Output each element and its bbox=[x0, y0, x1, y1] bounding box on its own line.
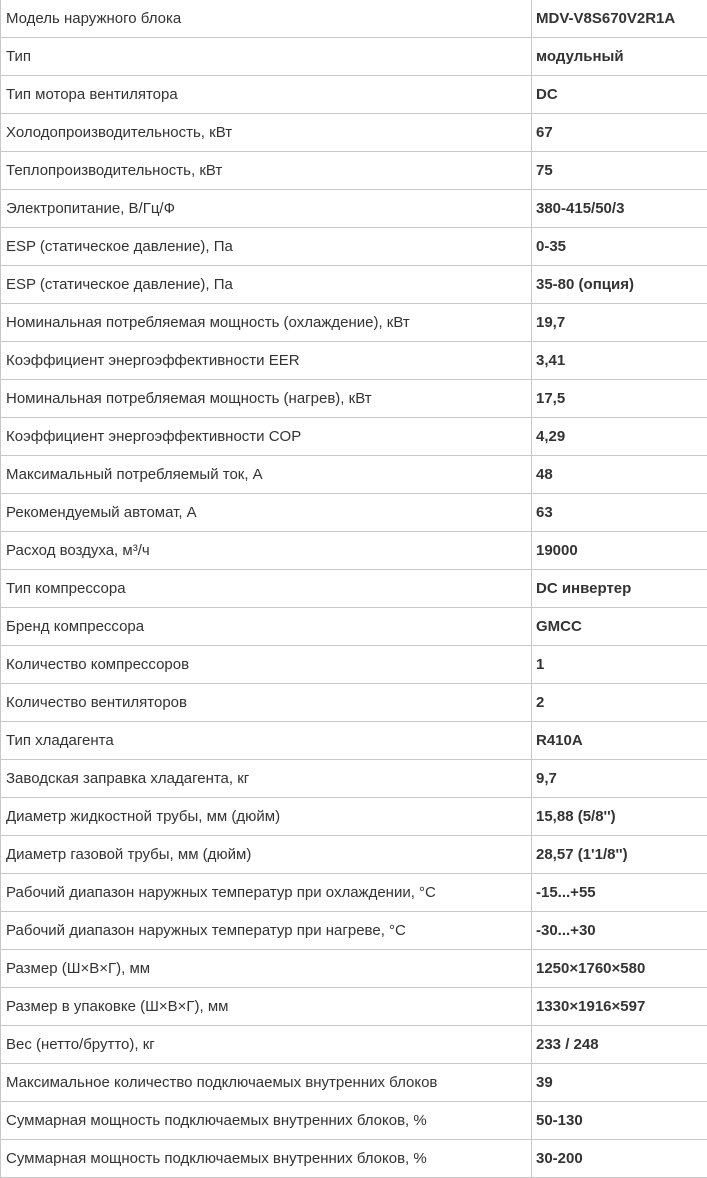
spec-value: 1330×1916×597 bbox=[532, 988, 707, 1026]
table-row: Максимальное количество подключаемых вну… bbox=[1, 1064, 707, 1102]
spec-value: -30...+30 bbox=[532, 912, 707, 950]
table-row: Диаметр жидкостной трубы, мм (дюйм)15,88… bbox=[1, 798, 707, 836]
spec-label: Рабочий диапазон наружных температур при… bbox=[1, 874, 532, 912]
spec-value: 48 bbox=[532, 456, 707, 494]
spec-value: 50-130 bbox=[532, 1102, 707, 1140]
spec-value: 3,41 bbox=[532, 342, 707, 380]
spec-value: 75 bbox=[532, 152, 707, 190]
spec-label: Расход воздуха, м³/ч bbox=[1, 532, 532, 570]
spec-value: -15...+55 bbox=[532, 874, 707, 912]
table-row: Суммарная мощность подключаемых внутренн… bbox=[1, 1140, 707, 1178]
spec-value: 1 bbox=[532, 646, 707, 684]
spec-value: MDV-V8S670V2R1A bbox=[532, 0, 707, 38]
spec-value: 19,7 bbox=[532, 304, 707, 342]
spec-value: 39 bbox=[532, 1064, 707, 1102]
spec-label: Номинальная потребляемая мощность (нагре… bbox=[1, 380, 532, 418]
spec-value: 30-200 bbox=[532, 1140, 707, 1178]
spec-value: 1250×1760×580 bbox=[532, 950, 707, 988]
spec-value: 63 bbox=[532, 494, 707, 532]
spec-value: 9,7 bbox=[532, 760, 707, 798]
spec-value: 28,57 (1'1/8'') bbox=[532, 836, 707, 874]
spec-value: 17,5 bbox=[532, 380, 707, 418]
spec-value: 2 bbox=[532, 684, 707, 722]
spec-label: Максимальный потребляемый ток, А bbox=[1, 456, 532, 494]
spec-value: 19000 bbox=[532, 532, 707, 570]
spec-label: Рекомендуемый автомат, А bbox=[1, 494, 532, 532]
spec-label: Тип мотора вентилятора bbox=[1, 76, 532, 114]
table-row: Рабочий диапазон наружных температур при… bbox=[1, 874, 707, 912]
spec-label: Суммарная мощность подключаемых внутренн… bbox=[1, 1140, 532, 1178]
spec-value: DC инвертер bbox=[532, 570, 707, 608]
spec-value: 15,88 (5/8'') bbox=[532, 798, 707, 836]
spec-label: Коэффициент энергоэффективности COP bbox=[1, 418, 532, 456]
spec-label: ESP (статическое давление), Па bbox=[1, 266, 532, 304]
spec-label: Модель наружного блока bbox=[1, 0, 532, 38]
spec-label: Диаметр жидкостной трубы, мм (дюйм) bbox=[1, 798, 532, 836]
table-row: Диаметр газовой трубы, мм (дюйм)28,57 (1… bbox=[1, 836, 707, 874]
spec-label: Тип хладагента bbox=[1, 722, 532, 760]
spec-label: Коэффициент энергоэффективности EER bbox=[1, 342, 532, 380]
spec-label: Вес (нетто/брутто), кг bbox=[1, 1026, 532, 1064]
spec-value: модульный bbox=[532, 38, 707, 76]
spec-value: 0-35 bbox=[532, 228, 707, 266]
spec-value: 67 bbox=[532, 114, 707, 152]
table-row: Номинальная потребляемая мощность (охлаж… bbox=[1, 304, 707, 342]
spec-label: Заводская заправка хладагента, кг bbox=[1, 760, 532, 798]
table-row: Суммарная мощность подключаемых внутренн… bbox=[1, 1102, 707, 1140]
spec-label: Теплопроизводительность, кВт bbox=[1, 152, 532, 190]
spec-label: Размер (Ш×В×Г), мм bbox=[1, 950, 532, 988]
spec-value: DC bbox=[532, 76, 707, 114]
spec-label: ESP (статическое давление), Па bbox=[1, 228, 532, 266]
spec-label: Рабочий диапазон наружных температур при… bbox=[1, 912, 532, 950]
spec-label: Электропитание, В/Гц/Ф bbox=[1, 190, 532, 228]
spec-label: Тип компрессора bbox=[1, 570, 532, 608]
spec-value: GMCC bbox=[532, 608, 707, 646]
spec-label: Количество вентиляторов bbox=[1, 684, 532, 722]
spec-label: Бренд компрессора bbox=[1, 608, 532, 646]
spec-label: Максимальное количество подключаемых вну… bbox=[1, 1064, 532, 1102]
spec-label: Суммарная мощность подключаемых внутренн… bbox=[1, 1102, 532, 1140]
spec-label: Холодопроизводительность, кВт bbox=[1, 114, 532, 152]
spec-value: 4,29 bbox=[532, 418, 707, 456]
spec-label: Тип bbox=[1, 38, 532, 76]
spec-value: R410A bbox=[532, 722, 707, 760]
spec-label: Номинальная потребляемая мощность (охлаж… bbox=[1, 304, 532, 342]
spec-label: Диаметр газовой трубы, мм (дюйм) bbox=[1, 836, 532, 874]
table-row: Номинальная потребляемая мощность (нагре… bbox=[1, 380, 707, 418]
spec-value: 35-80 (опция) bbox=[532, 266, 707, 304]
spec-value: 380-415/50/3 bbox=[532, 190, 707, 228]
table-row: Рабочий диапазон наружных температур при… bbox=[1, 912, 707, 950]
spec-label: Размер в упаковке (Ш×В×Г), мм bbox=[1, 988, 532, 1026]
spec-label: Количество компрессоров bbox=[1, 646, 532, 684]
spec-value: 233 / 248 bbox=[532, 1026, 707, 1064]
